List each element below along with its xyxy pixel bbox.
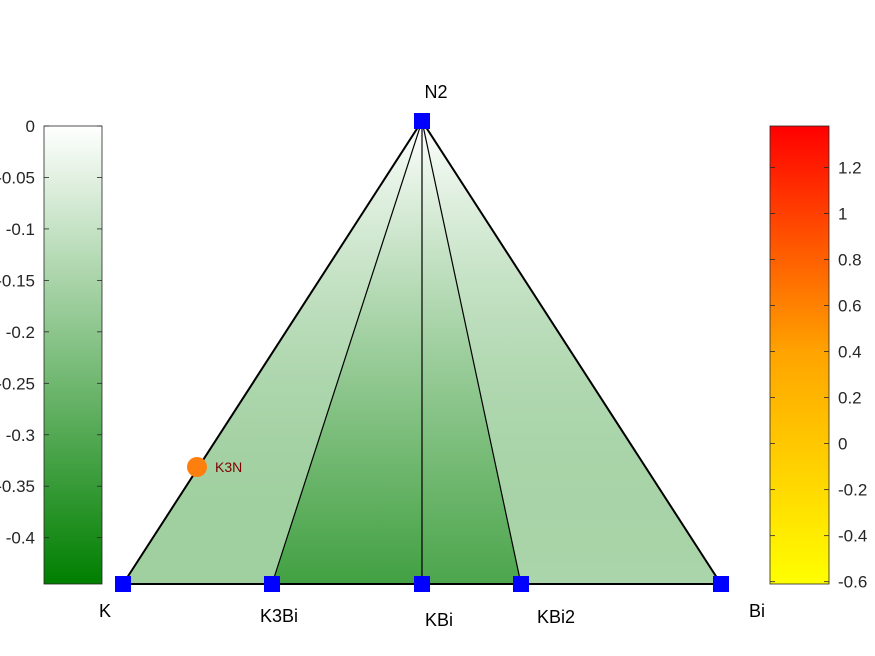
- left-colorbar-tick-label: -0.3: [6, 426, 35, 445]
- right-colorbar-tick-label: 0.6: [838, 297, 862, 316]
- vertex-label-k: K: [99, 601, 111, 621]
- left-colorbar: 0 -0.05 -0.1 -0.15 -0.2 -0.25 -0.3 -0.35 -0.4: [0, 117, 103, 585]
- unstable-phase-label-k3n: K3N: [215, 459, 242, 475]
- right-colorbar-ticks: 1.2 1 0.8 0.6 0.4 0.2 0 -0.2 -0.4 -0.6: [770, 158, 867, 592]
- right-colorbar-tick-label: -0.6: [838, 573, 867, 592]
- vertex-label-n2: N2: [424, 82, 447, 102]
- vertex-marker-n2: [414, 113, 430, 129]
- stable-phase-label-kbi2: KBi2: [537, 607, 575, 627]
- left-colorbar-tick-label: -0.15: [0, 271, 35, 290]
- right-colorbar-tick-label: -0.4: [838, 527, 867, 546]
- right-colorbar: 1.2 1 0.8 0.6 0.4 0.2 0 -0.2 -0.4 -0.6: [769, 125, 867, 592]
- left-colorbar-gradient: [43, 125, 103, 585]
- left-colorbar-tick-label: -0.1: [6, 220, 35, 239]
- edge-k-n2: [122, 120, 423, 585]
- right-colorbar-tick-label: 0: [838, 435, 847, 454]
- vertex-label-bi: Bi: [749, 601, 765, 621]
- right-colorbar-tick-label: 1.2: [838, 158, 862, 177]
- right-colorbar-tick-label: 0.8: [838, 250, 862, 269]
- left-colorbar-tick-label: -0.35: [0, 477, 35, 496]
- left-colorbar-ticks: 0 -0.05 -0.1 -0.15 -0.2 -0.25 -0.3 -0.35 -0.4: [0, 117, 102, 548]
- tie-line-n2-k3bi: [271, 120, 423, 585]
- unstable-phases: K3N: [187, 457, 242, 477]
- right-colorbar-tick-label: 0.4: [838, 343, 862, 362]
- unstable-phase-marker-k3n: [187, 457, 207, 477]
- edge-bi-n2: [421, 120, 722, 585]
- stable-phase-label-k3bi: K3Bi: [260, 606, 298, 626]
- left-colorbar-tick-label: 0: [26, 117, 35, 136]
- stable-phase-marker-kbi: [414, 576, 430, 592]
- stable-phase-marker-kbi2: [513, 576, 529, 592]
- left-colorbar-tick-label: -0.05: [0, 168, 35, 187]
- right-colorbar-tick-label: 0.2: [838, 389, 862, 408]
- stable-phase-label-kbi: KBi: [425, 610, 453, 630]
- vertex-marker-bi: [713, 576, 729, 592]
- stable-phase-marker-k3bi: [264, 576, 280, 592]
- right-colorbar-gradient: [769, 125, 830, 585]
- right-colorbar-tick-label: -0.2: [838, 481, 867, 500]
- phase-labels: K Bi N2 K3Bi KBi KBi2: [99, 82, 765, 630]
- tie-line-n2-kbi2: [421, 120, 522, 585]
- left-colorbar-tick-label: -0.4: [6, 529, 35, 548]
- left-colorbar-tick-label: -0.25: [0, 374, 35, 393]
- phase-markers: [115, 113, 729, 592]
- vertex-marker-k: [115, 576, 131, 592]
- right-colorbar-tick-label: 1: [838, 204, 847, 223]
- left-colorbar-tick-label: -0.2: [6, 323, 35, 342]
